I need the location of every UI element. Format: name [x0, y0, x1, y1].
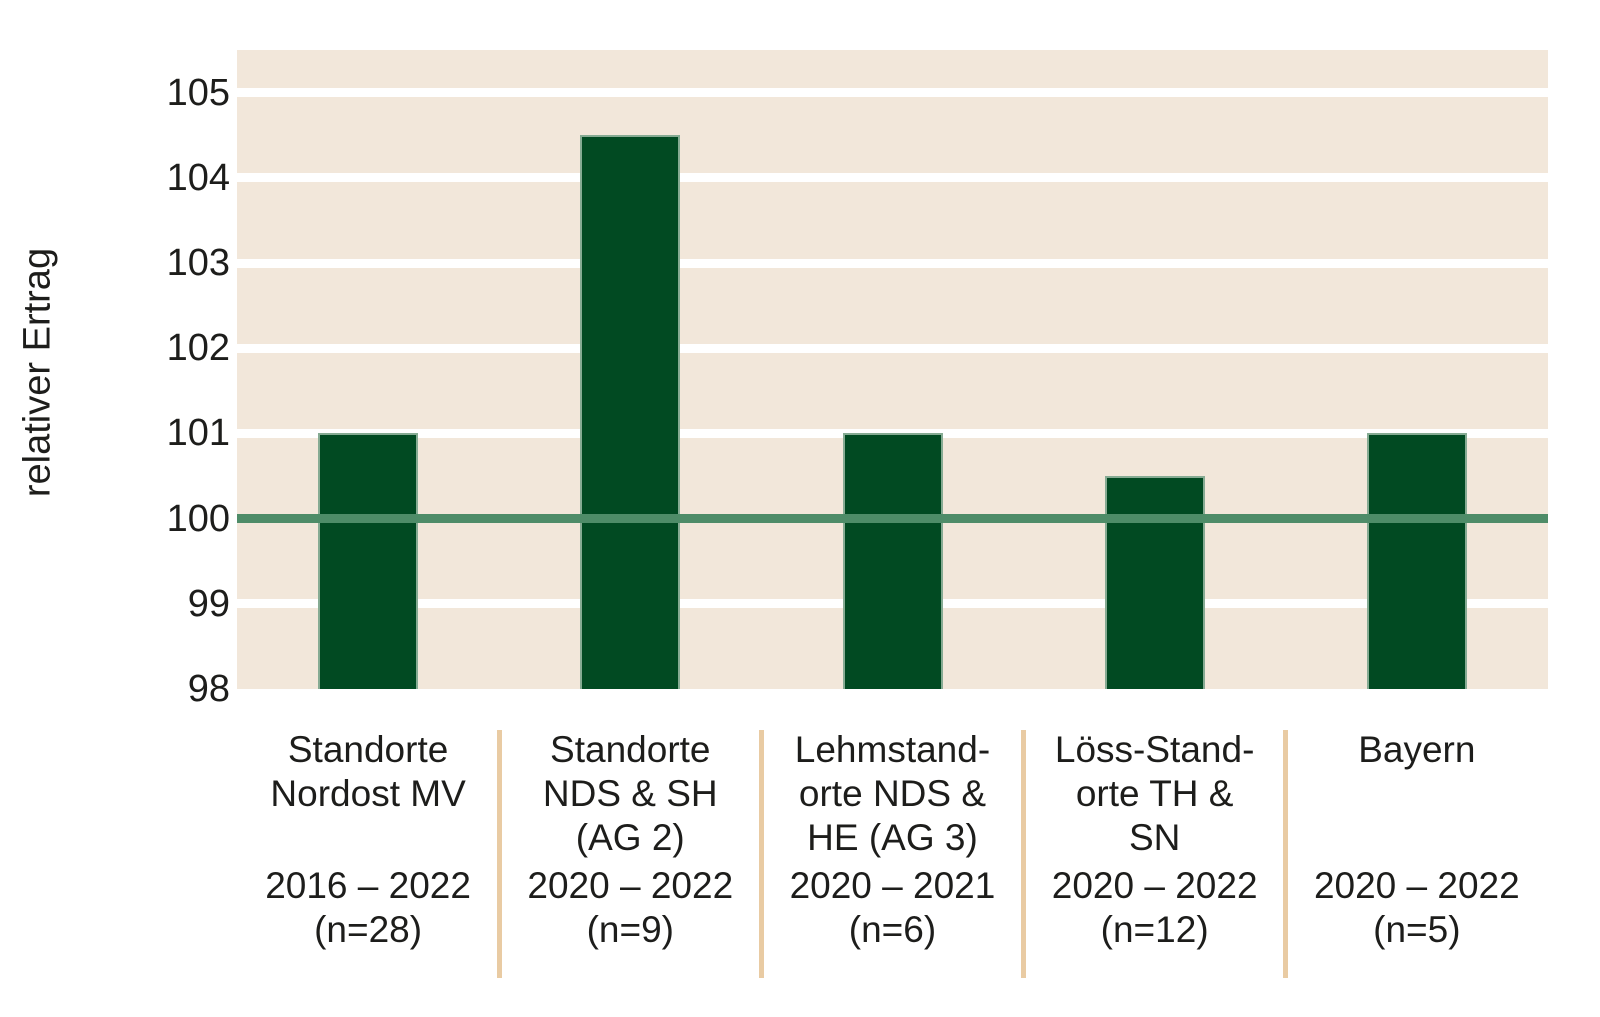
- category-period: 2016 – 2022 (n=28): [237, 864, 499, 952]
- category-period: 2020 – 2022 (n=5): [1286, 864, 1548, 952]
- bar: [1366, 433, 1467, 689]
- category-name-line: Nordost MV: [270, 773, 466, 814]
- category-name-line: NDS & SH: [542, 773, 718, 814]
- x-axis-labels: Standorte Nordost MV 2016 – 2022 (n=28) Stan…: [237, 728, 1548, 952]
- y-tick-label: 105: [166, 71, 230, 114]
- category-period: 2020 – 2021 (n=6): [761, 864, 1023, 952]
- bar: [580, 135, 681, 689]
- category-name-line: orte TH &: [1075, 773, 1234, 814]
- category-name-line: Standorte: [287, 729, 449, 770]
- category-name-line: Bayern: [1358, 729, 1476, 770]
- y-gridline: [237, 173, 1548, 183]
- category-name: Bayern: [1286, 728, 1548, 772]
- category-name: Standorte NDS & SH (AG 2): [499, 728, 761, 860]
- category-name-line: SN: [1128, 817, 1181, 858]
- category-label: Löss-Stand-orte TH & SN 2020 – 2022 (n=12): [1024, 728, 1286, 952]
- category-years: 2020 – 2022: [1051, 865, 1258, 906]
- category-n-count: (n=28): [314, 909, 423, 950]
- y-gridline: [237, 88, 1548, 98]
- y-gridline: [237, 343, 1548, 353]
- y-tick-label: 104: [166, 156, 230, 199]
- category-name-line: orte NDS &: [798, 773, 987, 814]
- category-name-line: Löss-Stand-: [1054, 729, 1255, 770]
- y-gridline: [237, 258, 1548, 268]
- category-name: Lehmstand-orte NDS & HE (AG 3): [761, 728, 1023, 860]
- bar: [842, 433, 943, 689]
- category-separator: [758, 730, 764, 978]
- category-period: 2020 – 2022 (n=9): [499, 864, 761, 952]
- category-n-count: (n=12): [1100, 909, 1209, 950]
- category-label: Standorte Nordost MV 2016 – 2022 (n=28): [237, 728, 499, 952]
- category-separator: [1021, 730, 1027, 978]
- y-tick-label: 99: [187, 582, 230, 625]
- category-n-count: (n=6): [848, 909, 937, 950]
- y-tick-label: 98: [187, 668, 230, 710]
- category-years: 2020 – 2021: [789, 865, 996, 906]
- category-separator: [1283, 730, 1289, 978]
- bar: [1104, 476, 1205, 689]
- category-name-line: (AG 2): [575, 817, 685, 858]
- category-period: 2020 – 2022 (n=12): [1024, 864, 1286, 952]
- category-years: 2020 – 2022: [1313, 865, 1520, 906]
- category-name-line: Standorte: [550, 729, 711, 770]
- category-label: Standorte NDS & SH (AG 2) 2020 – 2022 (n=9): [499, 728, 761, 952]
- category-label: Lehmstand-orte NDS & HE (AG 3) 2020 – 2021…: [761, 728, 1023, 952]
- category-name: Löss-Stand-orte TH & SN: [1024, 728, 1286, 860]
- y-tick-label: 101: [166, 412, 230, 455]
- category-separator: [496, 730, 502, 978]
- category-n-count: (n=5): [1373, 909, 1461, 950]
- category-name-line: HE (AG 3): [807, 817, 978, 858]
- category-n-count: (n=9): [586, 909, 674, 950]
- category-name-line: Lehmstand-: [794, 729, 991, 770]
- category-years: 2016 – 2022: [265, 865, 471, 906]
- y-tick-label: 100: [166, 497, 230, 540]
- bar: [318, 433, 419, 689]
- category-name: Standorte Nordost MV: [237, 728, 499, 816]
- reference-line: [237, 514, 1548, 524]
- category-years: 2020 – 2022: [527, 865, 734, 906]
- category-label: Bayern 2020 – 2022 (n=5): [1286, 728, 1548, 952]
- y-tick-label: 103: [166, 242, 230, 284]
- y-tick-label: 102: [166, 327, 230, 370]
